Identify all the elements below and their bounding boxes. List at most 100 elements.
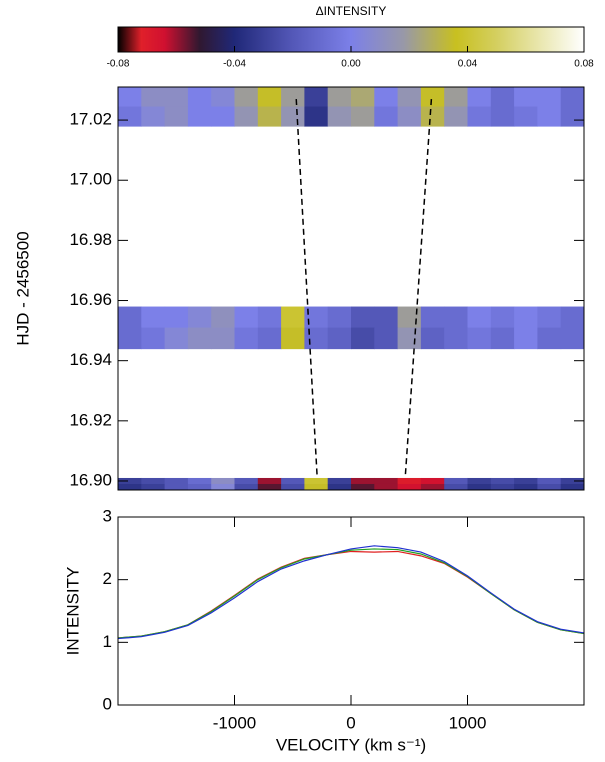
- heatmap-cell: [211, 306, 235, 329]
- heatmap-cell: [351, 106, 375, 127]
- heatmap-cell: [187, 327, 212, 350]
- heatmap-cell: [211, 477, 235, 485]
- heatmap-cell: [537, 87, 562, 108]
- heatmap-cell: [374, 477, 399, 485]
- heatmap-cell: [118, 477, 142, 485]
- heatmap-cell: [351, 477, 375, 485]
- heatmap-cell: [374, 327, 399, 350]
- heatmap-cell: [187, 306, 212, 329]
- x-tick-label: -1000: [213, 713, 256, 732]
- heatmap-cell: [281, 327, 305, 350]
- heatmap-cell: [327, 87, 352, 108]
- colorbar-tick-label: 0.00: [341, 59, 361, 70]
- heatmap-cell: [141, 87, 166, 108]
- heatmap-cell: [420, 106, 445, 127]
- heatmap-cell: [351, 483, 375, 491]
- heatmap-cell: [444, 306, 468, 329]
- profile-line: [117, 545, 585, 640]
- guide-line: [404, 98, 433, 479]
- heatmap-cell: [234, 477, 259, 485]
- heatmap-cell: [234, 483, 259, 491]
- heatmap-cell: [118, 327, 142, 350]
- x-tick-label: 1000: [449, 713, 487, 732]
- heatmap-cell: [420, 477, 445, 485]
- colorbar-title: ΔINTENSITY: [316, 4, 387, 18]
- heatmap-cell: [304, 477, 329, 485]
- heatmap-cell: [257, 106, 282, 127]
- heatmap-cell: [397, 477, 422, 485]
- heatmap-cell: [281, 106, 305, 127]
- heatmap-cell: [164, 87, 189, 108]
- y-tick-label: 16.98: [69, 230, 112, 249]
- heatmap-cell: [327, 327, 352, 350]
- heatmap-cell: [560, 306, 585, 329]
- heatmap-cell: [211, 87, 235, 108]
- heatmap-cell: [514, 87, 538, 108]
- heatmap-cell: [537, 327, 562, 350]
- heatmap-cell: [304, 483, 329, 491]
- heatmap-cell: [560, 87, 585, 108]
- heatmap-cell: [467, 483, 492, 491]
- heatmap-cell: [444, 327, 468, 350]
- heatmap-cell: [351, 306, 375, 329]
- heatmap-cell: [374, 483, 399, 491]
- heatmap-cell: [490, 87, 515, 108]
- heatmap-cell: [187, 106, 212, 127]
- y-tick-label: 17.00: [69, 170, 112, 189]
- colorbar-tick-label: 0.04: [458, 59, 478, 70]
- heatmap-cell: [490, 106, 515, 127]
- heatmap-cell: [187, 87, 212, 108]
- y-tick-label: 16.92: [69, 410, 112, 429]
- heatmap-cell: [281, 483, 305, 491]
- heatmap-cell: [514, 306, 538, 329]
- y-tick-label: 0: [103, 694, 112, 713]
- heatmap-cell: [351, 87, 375, 108]
- heatmap-cell: [281, 87, 305, 108]
- heatmap-cell: [420, 327, 445, 350]
- heatmap-cell: [257, 306, 282, 329]
- heatmap-cell: [327, 477, 352, 485]
- heatmap-cell: [420, 483, 445, 491]
- heatmap-cell: [420, 306, 445, 329]
- heatmap-cell: [467, 327, 492, 350]
- heatmap-cell: [164, 106, 189, 127]
- heatmap-cell: [444, 87, 468, 108]
- heatmap-cell: [327, 483, 352, 491]
- heatmap-cell: [560, 106, 585, 127]
- heatmap-cell: [374, 87, 399, 108]
- colorbar-tick-label: -0.04: [223, 59, 246, 70]
- y-tick-label: 17.02: [69, 110, 112, 129]
- heatmap-cell: [141, 306, 166, 329]
- y-tick-label: 16.94: [69, 350, 112, 369]
- heatmap-cell: [304, 87, 329, 108]
- heatmap-cell: [141, 106, 166, 127]
- heatmap-cell: [304, 306, 329, 329]
- heatmap-cell: [118, 87, 142, 108]
- heatmap-cell: [560, 327, 585, 350]
- heatmap-cell: [304, 106, 329, 127]
- heatmap-cell: [234, 106, 259, 127]
- heatmap-cell: [537, 306, 562, 329]
- heatmap-cell: [257, 327, 282, 350]
- y-axis-label: INTENSITY: [63, 567, 82, 656]
- heatmap-cell: [281, 477, 305, 485]
- heatmap-cell: [537, 106, 562, 127]
- y-tick-label: 2: [103, 569, 112, 588]
- heatmap-cell: [397, 87, 422, 108]
- heatmap-cell: [467, 87, 492, 108]
- heatmap-cell: [141, 483, 166, 491]
- heatmap-cell: [164, 477, 189, 485]
- y-tick-label: 16.96: [69, 290, 112, 309]
- heatmap-cell: [234, 87, 259, 108]
- heatmap-cell: [164, 327, 189, 350]
- heatmap-cell: [374, 306, 399, 329]
- x-axis-label: VELOCITY (km s⁻¹): [276, 735, 426, 754]
- heatmap-cell: [374, 106, 399, 127]
- heatmap-cell: [118, 483, 142, 491]
- heatmap-cell: [211, 483, 235, 491]
- heatmap-cell: [467, 306, 492, 329]
- heatmap-cell: [187, 477, 212, 485]
- heatmap-cell: [537, 477, 562, 485]
- heatmap-cell: [490, 483, 515, 491]
